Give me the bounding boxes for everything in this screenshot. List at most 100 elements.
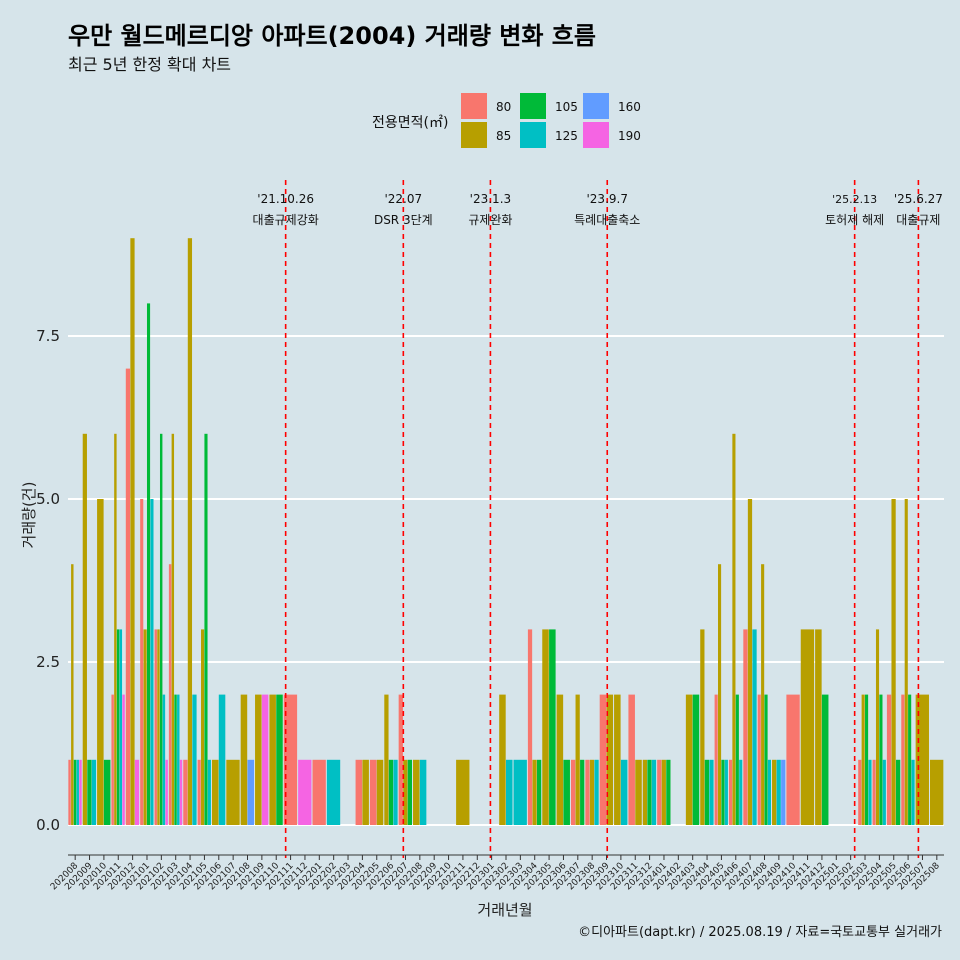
bar-202506-105 [908,694,912,825]
bar-202412-105 [821,694,829,825]
y-tick-label: 5.0 [36,490,60,508]
bar-202312-125 [651,759,657,825]
bar-202306-105 [563,759,570,825]
bar-202308-80 [585,759,590,825]
bar-202311-85 [635,759,642,825]
bar-202304-80 [527,629,533,825]
bar-202011-190 [122,694,125,825]
bar-202109-85 [255,694,262,825]
bar-202404-125 [709,759,714,825]
bar-202103-105 [174,694,177,825]
bar-202408-105 [764,694,768,825]
bar-202106-85 [211,759,219,825]
bar-202312-85 [642,759,648,825]
event-date-label: '25.6.27 [894,192,943,206]
bar-202506-80 [901,694,905,825]
bar-202207-80 [398,694,403,825]
bar-202008-190 [79,759,82,825]
event-date-label: '21.10.26 [257,192,314,206]
bar-202206-85 [384,694,389,825]
event-text-label: 토허제 해제 [825,213,884,227]
bar-202204-85 [362,759,369,825]
bar-202008-125 [76,759,79,825]
event-text-label: 특례대출축소 [574,213,640,227]
bar-202104-125 [192,694,197,825]
bar-202310-125 [620,759,628,825]
bar-202104-80 [183,759,188,825]
bar-202102-85 [157,629,160,825]
y-axis-ticks: 0.0 2.5 5.0 7.5 [36,327,60,834]
bar-202109-190 [261,694,269,825]
bar-202207-105 [407,759,412,825]
bar-202308-85 [589,759,595,825]
chart-title: 우만 월드메르디앙 아파트(2004) 거래량 변화 흐름 [68,22,596,50]
legend-swatch-125 [520,122,546,148]
bar-202508-85 [929,759,944,825]
bar-202311-80 [628,694,635,825]
bar-202012-85 [130,238,135,825]
bar-202105-125 [207,759,211,825]
bar-202504-125 [882,759,886,825]
bar-202202-125 [326,759,341,825]
bar-202405-80 [714,694,718,825]
bar-202207-85 [403,759,408,825]
bar-202406-80 [728,759,733,825]
legend-swatch-80 [461,93,487,119]
bar-202110-105 [276,694,283,825]
bar-202503-85 [861,694,865,825]
bar-202406-85 [732,433,736,825]
legend-swatch-105 [520,93,546,119]
bar-202408-85 [761,564,765,825]
bar-202503-80 [858,759,862,825]
bar-202412-85 [815,629,822,825]
legend-label-105: 105 [555,100,578,114]
bar-202307-80 [570,759,576,825]
bar-202101-85 [143,629,147,825]
x-axis-label: 거래년월 [477,901,532,919]
bar-202205-80 [369,759,377,825]
event-date-label: '23.1.3 [470,192,511,206]
y-tick-label: 0.0 [36,816,60,834]
bar-202302-125 [506,759,513,825]
y-tick-label: 2.5 [36,653,60,671]
bar-202405-105 [721,759,725,825]
bar-202505-80 [886,694,892,825]
bar-202008-105 [73,759,77,825]
bar-202307-85 [575,694,580,825]
event-date-label: '25.2.13 [832,193,877,206]
bar-202504-105 [879,694,883,825]
event-text-label: 대출규제강화 [253,213,319,227]
bar-202102-190 [165,759,168,825]
bar-202101-105 [146,303,151,825]
bar-202011-80 [111,694,114,825]
bar-202406-105 [735,694,739,825]
bar-202504-80 [872,759,876,825]
bar-202011-105 [116,629,120,825]
bar-202304-105 [536,759,542,825]
bar-202403-85 [685,694,693,825]
bar-202204-80 [355,759,363,825]
bar-202012-80 [125,368,131,825]
bar-202401-105 [666,759,671,825]
bar-202403-105 [692,694,700,825]
bar-202010-105 [103,759,111,825]
bar-202407-80 [743,629,748,825]
bar-202401-80 [657,759,662,825]
event-text-label: DSR 3단계 [374,213,433,227]
bar-202011-125 [119,629,123,825]
legend-label-160: 160 [618,100,641,114]
bar-202506-125 [911,759,915,825]
bar-202009-85 [82,433,87,825]
bar-202105-80 [197,759,201,825]
bar-202411-85 [800,629,815,825]
bar-202302-85 [499,694,506,825]
bar-202307-105 [580,759,585,825]
bar-202404-105 [704,759,710,825]
bar-202406-125 [739,759,743,825]
bar-202409-160 [781,759,786,825]
y-tick-label: 7.5 [36,327,60,345]
bar-202101-80 [140,499,144,825]
bar-202505-105 [896,759,901,825]
bar-202208-85 [413,759,420,825]
